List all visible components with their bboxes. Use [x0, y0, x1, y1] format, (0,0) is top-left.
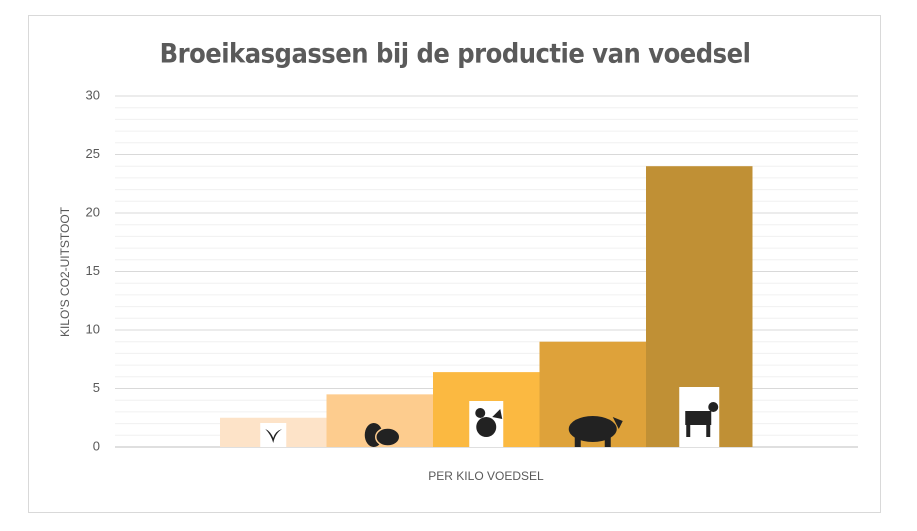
icon-chicken [492, 409, 503, 419]
icons [260, 387, 720, 447]
y-tick-label: 5 [93, 380, 100, 395]
icon-chicken [475, 408, 486, 418]
y-tick-label: 10 [86, 321, 100, 336]
y-tick-label: 0 [93, 438, 100, 453]
bar-icon [568, 416, 623, 447]
y-tick-label: 15 [86, 263, 100, 278]
bar-icon [364, 423, 401, 447]
icon-pig [568, 416, 617, 442]
y-tick-label: 25 [86, 146, 100, 161]
y-tick-label: 20 [86, 204, 100, 219]
icon-egg [375, 427, 401, 447]
icon-cow [686, 425, 691, 437]
icon-box [260, 423, 287, 447]
y-tick-label: 30 [86, 87, 100, 102]
chart-title: Broeikasgassen bij de productie van voed… [160, 39, 751, 70]
y-axis-label: KILO'S CO2-UITSTOOT [58, 206, 72, 337]
bars [220, 166, 753, 447]
icon-chicken [476, 417, 497, 437]
bar-icon [679, 387, 720, 447]
icon-cow [685, 411, 712, 425]
x-axis-label: PER KILO VOEDSEL [428, 469, 544, 483]
icon-pig [612, 417, 623, 429]
icon-pig [604, 437, 611, 447]
icon-cow [706, 425, 711, 437]
icon-pig [574, 437, 581, 447]
bar-icon [469, 401, 504, 447]
icon-leaf [265, 429, 283, 443]
icon-cow [708, 402, 719, 412]
bar-icon [260, 423, 287, 447]
